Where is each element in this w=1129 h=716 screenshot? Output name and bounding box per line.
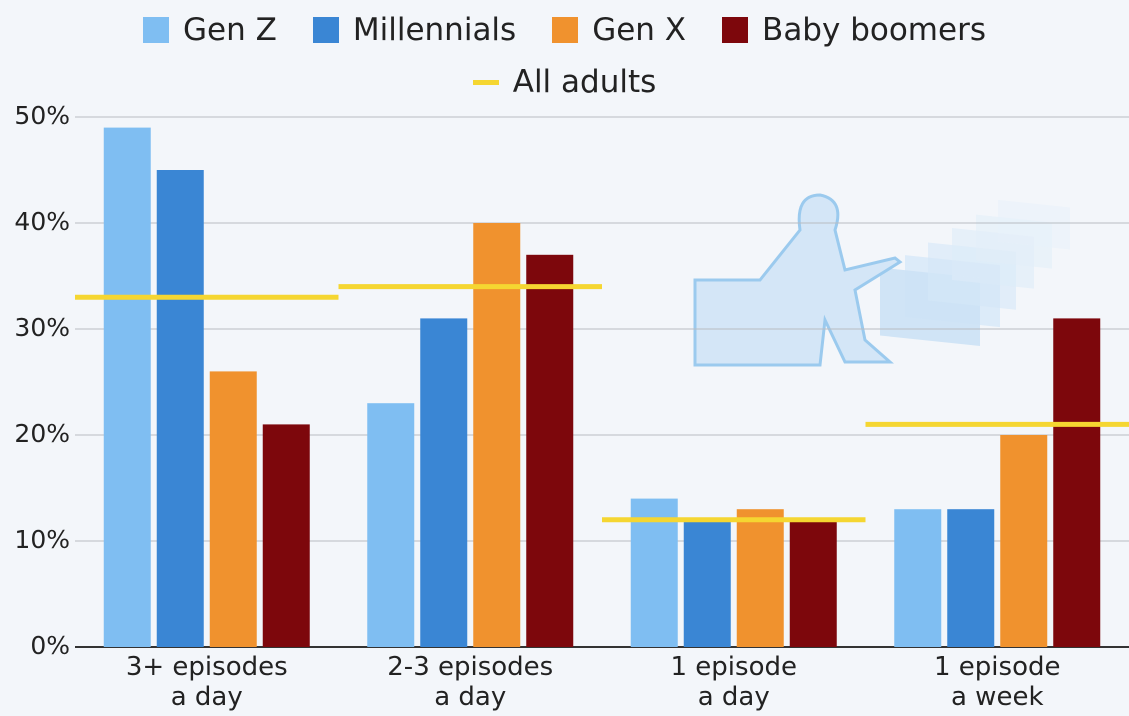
- bar: [1053, 318, 1100, 647]
- bar: [420, 318, 467, 647]
- legend-swatch: [143, 17, 169, 43]
- legend-swatch: [313, 17, 339, 43]
- legend-swatch: [552, 17, 578, 43]
- bar: [737, 509, 784, 647]
- x-tick-label: 3+ episodes a day: [77, 652, 337, 712]
- bar: [526, 255, 573, 647]
- y-tick-label: 50%: [14, 101, 70, 130]
- legend-label: Millennials: [353, 12, 516, 48]
- y-tick-label: 40%: [14, 207, 70, 236]
- y-tick-label: 10%: [14, 525, 70, 554]
- legend-label: Gen X: [592, 12, 686, 48]
- x-tick-label: 2-3 episodes a day: [340, 652, 600, 712]
- plot: 0% 10% 20% 30% 40% 50%: [0, 0, 1129, 716]
- illustration: [695, 195, 1070, 365]
- bar: [210, 371, 257, 647]
- bar: [947, 509, 994, 647]
- y-tick-label: 30%: [14, 313, 70, 342]
- legend-swatch: [473, 80, 499, 85]
- legend-swatch: [722, 17, 748, 43]
- legend: All adults: [0, 64, 1129, 100]
- legend: Gen Z Millennials Gen X Baby boomers: [0, 12, 1129, 48]
- x-tick-label: 1 episode a day: [604, 652, 864, 712]
- y-tick-label: 0%: [30, 631, 70, 660]
- bar: [263, 424, 310, 647]
- bar: [367, 403, 414, 647]
- y-tick-label: 20%: [14, 419, 70, 448]
- legend-item: All adults: [473, 64, 657, 100]
- legend-label: Baby boomers: [762, 12, 986, 48]
- bar: [157, 170, 204, 647]
- chart: {"chart_data": {"type": "bar", "categori…: [0, 0, 1129, 716]
- bar: [1000, 435, 1047, 647]
- bar: [894, 509, 941, 647]
- bar: [104, 128, 151, 647]
- bar: [684, 520, 731, 647]
- legend-item: Gen Z: [143, 12, 277, 48]
- legend-item: Gen X: [552, 12, 686, 48]
- legend-item: Baby boomers: [722, 12, 986, 48]
- legend-label: Gen Z: [183, 12, 277, 48]
- legend-label: All adults: [513, 64, 657, 100]
- legend-item: Millennials: [313, 12, 516, 48]
- x-tick-label: 1 episode a week: [867, 652, 1127, 712]
- bar: [790, 520, 837, 647]
